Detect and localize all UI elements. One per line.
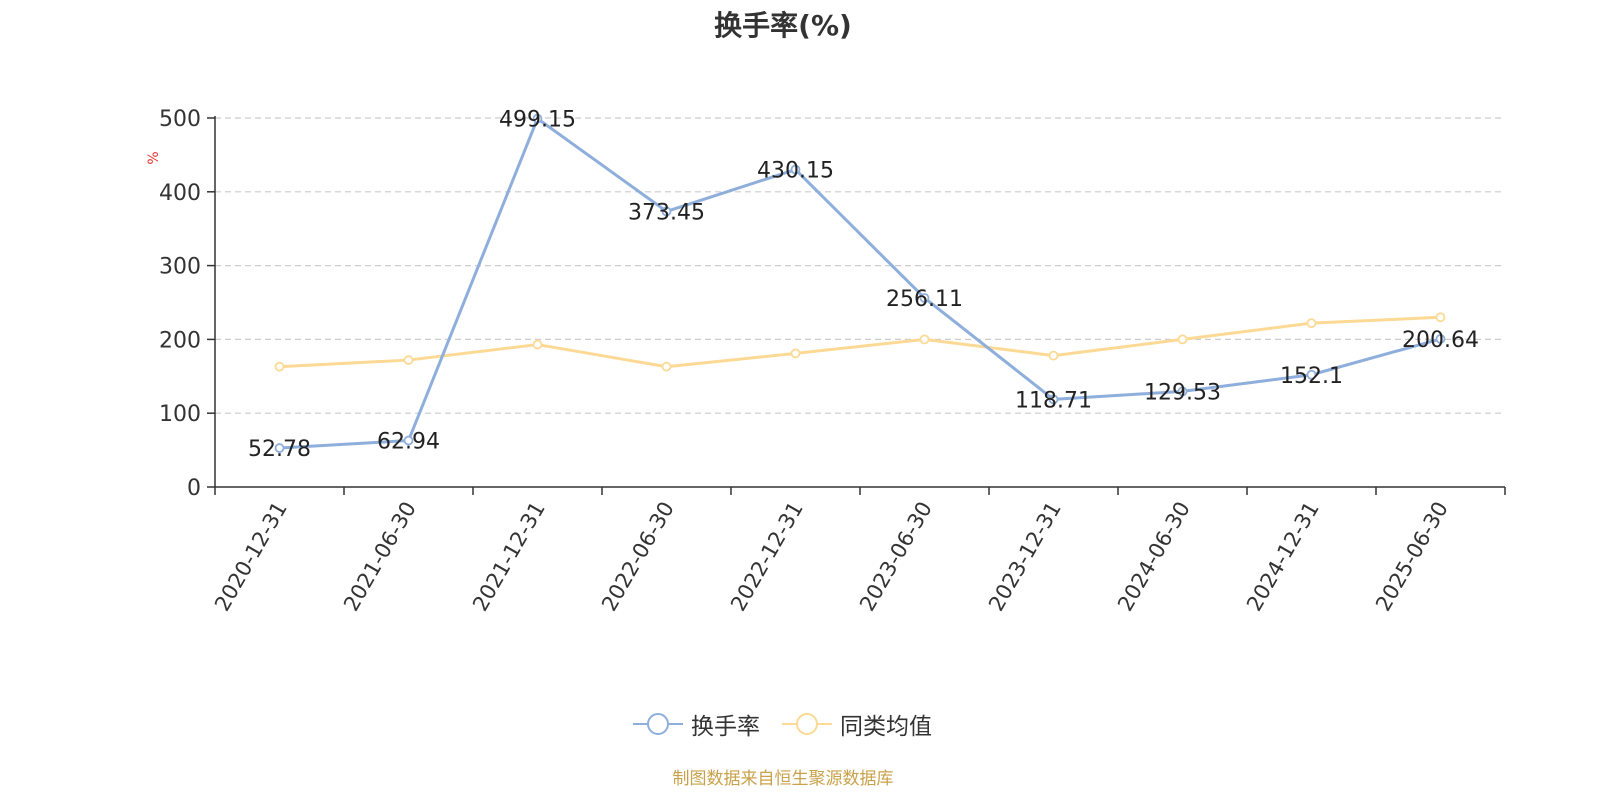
- point-series-1-2: [532, 339, 543, 350]
- data-label-2: 499.15: [499, 108, 576, 133]
- data-label-3: 373.45: [628, 200, 705, 225]
- point-series-0-4: [790, 164, 801, 175]
- grid-lines: [215, 117, 1505, 414]
- data-label-8: 152.1: [1280, 364, 1343, 389]
- data-label-1: 62.94: [377, 430, 440, 455]
- point-series-0-5: [919, 293, 930, 303]
- data-labels: 52.78 62.94 499.15 373.45 430.15 256.11 118.71…: [248, 108, 1479, 462]
- x-tick-label-9: 2025-06-30: [1371, 498, 1453, 616]
- series-line-0: [279, 117, 1441, 450]
- y-tick-label-4: 400: [159, 181, 201, 206]
- x-tick-label-6: 2023-12-31: [984, 498, 1066, 616]
- series-line-1: [279, 315, 1441, 369]
- data-label-5: 256.11: [886, 287, 963, 312]
- data-label-9: 200.64: [1402, 328, 1479, 353]
- point-series-0-9: [1435, 334, 1446, 344]
- point-series-0-3: [661, 206, 672, 217]
- data-label-4: 430.15: [757, 159, 834, 184]
- chart-title: 换手率(%): [714, 9, 852, 42]
- x-tick-label-3: 2022-06-30: [597, 498, 679, 616]
- data-label-7: 129.53: [1144, 380, 1221, 405]
- legend-item-series-1[interactable]: 同类均值: [782, 707, 932, 741]
- data-label-0: 52.78: [248, 437, 311, 462]
- point-series-0-8: [1306, 369, 1317, 380]
- point-series-1-4: [790, 348, 801, 359]
- x-tick-label-2: 2021-12-31: [468, 498, 550, 616]
- x-tick-label-4: 2022-12-31: [726, 498, 808, 616]
- point-series-1-1: [403, 355, 414, 365]
- point-series-1-6: [1048, 350, 1059, 361]
- point-series-1-9: [1435, 312, 1446, 323]
- point-series-1-5: [919, 334, 930, 345]
- y-axis-label: %: [146, 151, 162, 164]
- point-series-0-6: [1048, 394, 1059, 405]
- legend-label-series-0: 换手率: [691, 714, 760, 740]
- x-tick-label-0: 2020-12-31: [210, 498, 292, 616]
- x-tick-label-1: 2021-06-30: [339, 498, 421, 616]
- legend: 换手率 同类均值: [633, 707, 954, 741]
- legend-marker-series-1: [782, 713, 832, 735]
- point-series-0-7: [1177, 386, 1188, 397]
- point-series-1-8: [1306, 318, 1317, 329]
- y-tick-label-2: 200: [159, 328, 201, 353]
- legend-marker-series-0: [633, 713, 683, 735]
- point-series-1-0: [274, 361, 285, 372]
- x-tick-label-8: 2024-12-31: [1242, 498, 1324, 616]
- y-tick-label-5: 500: [159, 107, 201, 132]
- point-series-1-7: [1177, 334, 1188, 345]
- point-series-0-2: [532, 113, 543, 124]
- source-note: 制图数据来自恒生聚源数据库: [672, 769, 894, 789]
- data-label-6: 118.71: [1015, 388, 1092, 413]
- point-series-0-0: [274, 443, 285, 453]
- x-tick-label-7: 2024-06-30: [1113, 498, 1195, 616]
- y-tick-label-1: 100: [159, 402, 201, 427]
- y-tick-label-0: 0: [187, 476, 201, 501]
- x-tick-label-5: 2023-06-30: [855, 498, 937, 616]
- y-tick-label-3: 300: [159, 255, 201, 280]
- series-lines: [274, 113, 1446, 453]
- legend-item-series-0[interactable]: 换手率: [633, 707, 760, 741]
- legend-label-series-1: 同类均值: [840, 714, 932, 740]
- point-series-1-3: [661, 361, 672, 372]
- point-series-0-1: [403, 435, 414, 446]
